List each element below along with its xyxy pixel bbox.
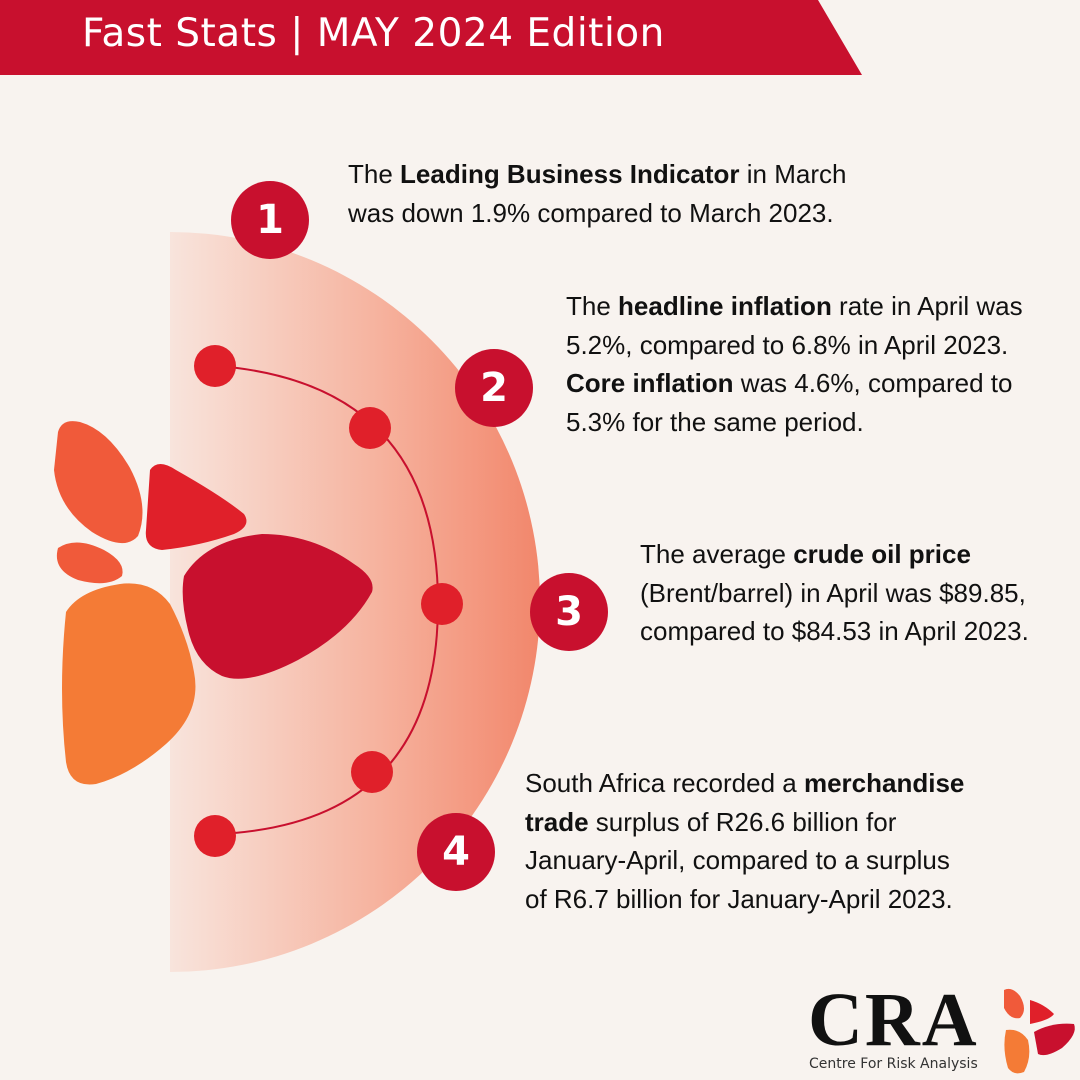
timeline-dot-3	[421, 583, 463, 625]
stat-4-text: South Africa recorded a merchandise trad…	[525, 764, 965, 918]
logo-petal-crimson	[1034, 1023, 1075, 1056]
stat-2-text-c: was 4.6%, compared to 5.3% for the same …	[566, 368, 1013, 437]
timeline-dot-1	[194, 345, 236, 387]
logo-petal-coral	[1004, 988, 1024, 1019]
petal-orange-large	[62, 583, 196, 785]
petal-red-triangle	[145, 464, 247, 550]
stat-3-text-b: (Brent/barrel) in April was $89.85, comp…	[640, 577, 1029, 647]
petal-coral-large	[54, 421, 143, 544]
badge-3: 3	[530, 573, 608, 651]
stat-4-text-b: surplus of R26.6 billion for January-Apr…	[525, 806, 953, 914]
badge-4: 4	[417, 813, 495, 891]
cra-logo-subtitle: Centre For Risk Analysis	[809, 1056, 978, 1072]
stat-2-text-b: rate in April was 5.2%, compared to 6.8%…	[566, 291, 1023, 360]
cra-logo-text: CRA	[808, 978, 979, 1062]
timeline-dot-2	[349, 407, 391, 449]
stat-3-text: The average crude oil price (Brent/barre…	[640, 535, 1072, 651]
stat-2-text-a: The	[566, 291, 619, 321]
stat-1-text-a: The	[348, 159, 401, 189]
timeline-dot-4	[351, 751, 393, 793]
stat-2-highlight-b: Core inflation	[566, 368, 734, 398]
petal-coral-small	[56, 542, 123, 584]
stat-4-text-a: South Africa recorded a	[525, 768, 804, 798]
stat-3-text-a: The average	[640, 539, 794, 569]
page-title: Fast Stats | MAY 2024 Edition	[82, 11, 665, 56]
stat-1-text: The Leading Business Indicator in March …	[348, 155, 868, 232]
petal-crimson-large	[182, 534, 373, 679]
stat-4-highlight: merchandise trade	[525, 768, 965, 837]
logo-petal-orange	[1004, 1029, 1030, 1074]
stat-2-text: The headline inflation rate in April was…	[566, 287, 1026, 441]
stat-1-highlight: Leading Business Indicator	[400, 159, 740, 189]
stat-1-text-b: in March was down 1.9% compared to March…	[348, 159, 847, 228]
logo-petal-red	[1030, 1000, 1054, 1024]
title-banner	[0, 0, 862, 75]
stat-2-highlight-a: headline inflation	[618, 291, 832, 321]
stat-3-highlight: crude oil price	[793, 539, 971, 569]
badge-2: 2	[455, 349, 533, 427]
badge-1: 1	[231, 181, 309, 259]
timeline-dot-5	[194, 815, 236, 857]
